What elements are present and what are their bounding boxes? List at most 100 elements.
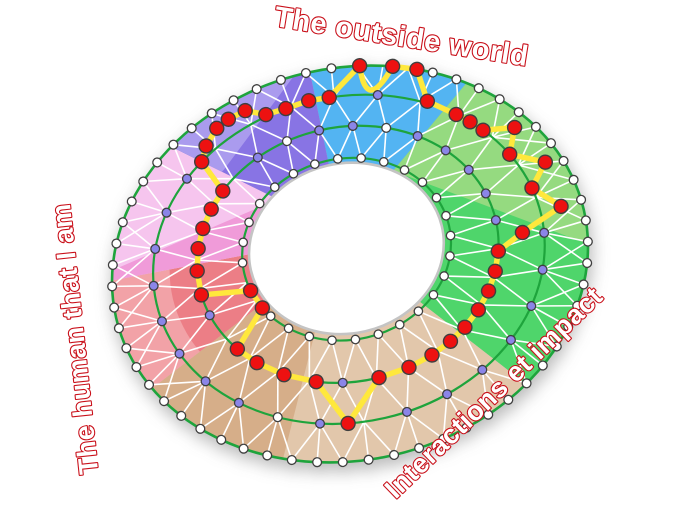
node-ring0-33[interactable]	[286, 454, 298, 466]
node-ring0-55[interactable]	[228, 95, 239, 106]
node-ring1-17[interactable]	[233, 397, 245, 409]
node-ring1-11[interactable]	[477, 364, 488, 376]
path-node-2[interactable]	[409, 61, 426, 78]
path-node-10[interactable]	[524, 180, 541, 197]
node-ring0-31[interactable]	[337, 457, 349, 468]
node-ring3-9[interactable]	[439, 271, 449, 281]
node-ring0-50[interactable]	[138, 176, 149, 187]
path-node-39[interactable]	[237, 102, 254, 119]
node-ring2-7[interactable]	[490, 215, 502, 226]
node-ring3-15[interactable]	[327, 335, 337, 346]
node-ring1-9[interactable]	[526, 300, 537, 312]
node-ring1-10[interactable]	[505, 334, 517, 346]
node-ring3-6[interactable]	[441, 210, 451, 221]
path-node-7[interactable]	[506, 119, 523, 136]
node-ring2-3[interactable]	[412, 131, 423, 142]
path-node-30[interactable]	[189, 263, 206, 280]
node-ring3-3[interactable]	[399, 165, 410, 175]
path-node-26[interactable]	[229, 341, 246, 358]
path-node-32[interactable]	[194, 220, 211, 237]
path-node-42[interactable]	[300, 92, 317, 109]
path-node-16[interactable]	[470, 301, 487, 318]
node-ring0-46[interactable]	[107, 259, 119, 271]
node-ring0-16[interactable]	[582, 236, 594, 247]
node-ring1-21[interactable]	[148, 280, 159, 292]
node-ring0-45[interactable]	[107, 281, 118, 292]
node-ring0-40[interactable]	[143, 379, 155, 391]
node-ring0-30[interactable]	[363, 454, 374, 465]
node-ring3-0[interactable]	[332, 154, 343, 164]
node-ring3-23[interactable]	[244, 217, 254, 228]
path-node-15[interactable]	[480, 283, 497, 300]
node-ring0-49[interactable]	[126, 196, 137, 207]
node-ring0-15[interactable]	[580, 215, 592, 226]
node-ring0-10[interactable]	[530, 121, 542, 133]
node-ring0-23[interactable]	[521, 378, 532, 389]
node-ring1-24[interactable]	[181, 173, 193, 184]
node-ring3-18[interactable]	[265, 311, 276, 322]
node-ring0-18[interactable]	[578, 279, 589, 290]
node-ring3-10[interactable]	[428, 289, 439, 300]
node-ring0-12[interactable]	[558, 155, 569, 167]
path-node-43[interactable]	[321, 89, 338, 106]
node-ring0-0[interactable]	[300, 67, 312, 79]
path-node-4[interactable]	[448, 106, 465, 123]
path-node-3[interactable]	[419, 93, 436, 110]
node-ring0-8[interactable]	[494, 94, 505, 105]
node-ring0-5[interactable]	[427, 67, 438, 78]
node-ring0-27[interactable]	[438, 433, 449, 445]
node-ring0-6[interactable]	[451, 74, 462, 85]
path-node-24[interactable]	[276, 366, 293, 383]
path-node-37[interactable]	[208, 120, 225, 137]
node-ring0-28[interactable]	[414, 443, 425, 454]
node-ring2-20[interactable]	[204, 310, 215, 321]
node-ring0-35[interactable]	[238, 443, 249, 454]
node-ring3-5[interactable]	[431, 192, 442, 203]
path-node-34[interactable]	[214, 183, 231, 200]
node-ring0-51[interactable]	[152, 157, 163, 168]
node-ring1-12[interactable]	[442, 389, 453, 400]
node-ring0-17[interactable]	[582, 257, 593, 269]
path-node-25[interactable]	[249, 354, 266, 371]
path-node-12[interactable]	[514, 224, 531, 241]
node-ring3-4[interactable]	[417, 177, 428, 188]
node-ring0-26[interactable]	[461, 422, 472, 433]
node-ring3-14[interactable]	[350, 334, 361, 345]
node-ring0-19[interactable]	[572, 300, 583, 311]
path-node-36[interactable]	[198, 138, 215, 155]
path-node-21[interactable]	[371, 369, 388, 386]
node-ring1-1[interactable]	[372, 89, 384, 101]
node-ring3-22[interactable]	[238, 237, 249, 248]
node-ring1-19[interactable]	[174, 348, 185, 359]
node-ring0-47[interactable]	[111, 238, 122, 249]
path-node-19[interactable]	[424, 347, 441, 364]
node-ring2-0[interactable]	[314, 125, 325, 136]
node-ring1-7[interactable]	[539, 227, 550, 239]
node-ring3-12[interactable]	[394, 319, 405, 330]
node-ring2-2[interactable]	[381, 122, 392, 134]
node-ring1-18[interactable]	[200, 376, 211, 387]
path-node-41[interactable]	[277, 100, 294, 117]
path-node-27[interactable]	[254, 300, 271, 317]
node-ring3-17[interactable]	[283, 323, 294, 334]
node-ring0-54[interactable]	[206, 108, 217, 119]
node-ring2-26[interactable]	[252, 152, 264, 163]
path-node-13[interactable]	[490, 243, 507, 260]
path-node-11[interactable]	[553, 198, 570, 215]
node-ring3-2[interactable]	[378, 157, 389, 167]
node-ring0-37[interactable]	[195, 423, 206, 435]
node-ring2-1[interactable]	[347, 120, 359, 132]
node-ring0-7[interactable]	[473, 83, 484, 94]
node-ring0-13[interactable]	[568, 174, 579, 186]
node-ring0-39[interactable]	[159, 396, 170, 407]
node-ring0-11[interactable]	[545, 138, 557, 149]
node-ring2-6[interactable]	[480, 188, 492, 199]
node-ring0-34[interactable]	[262, 450, 273, 461]
node-ring0-22[interactable]	[537, 360, 549, 371]
node-ring1-13[interactable]	[401, 406, 413, 418]
path-node-1[interactable]	[384, 58, 401, 75]
node-ring0-9[interactable]	[513, 107, 524, 118]
path-node-40[interactable]	[257, 106, 274, 123]
node-ring0-42[interactable]	[121, 343, 132, 354]
node-ring1-20[interactable]	[156, 316, 168, 327]
